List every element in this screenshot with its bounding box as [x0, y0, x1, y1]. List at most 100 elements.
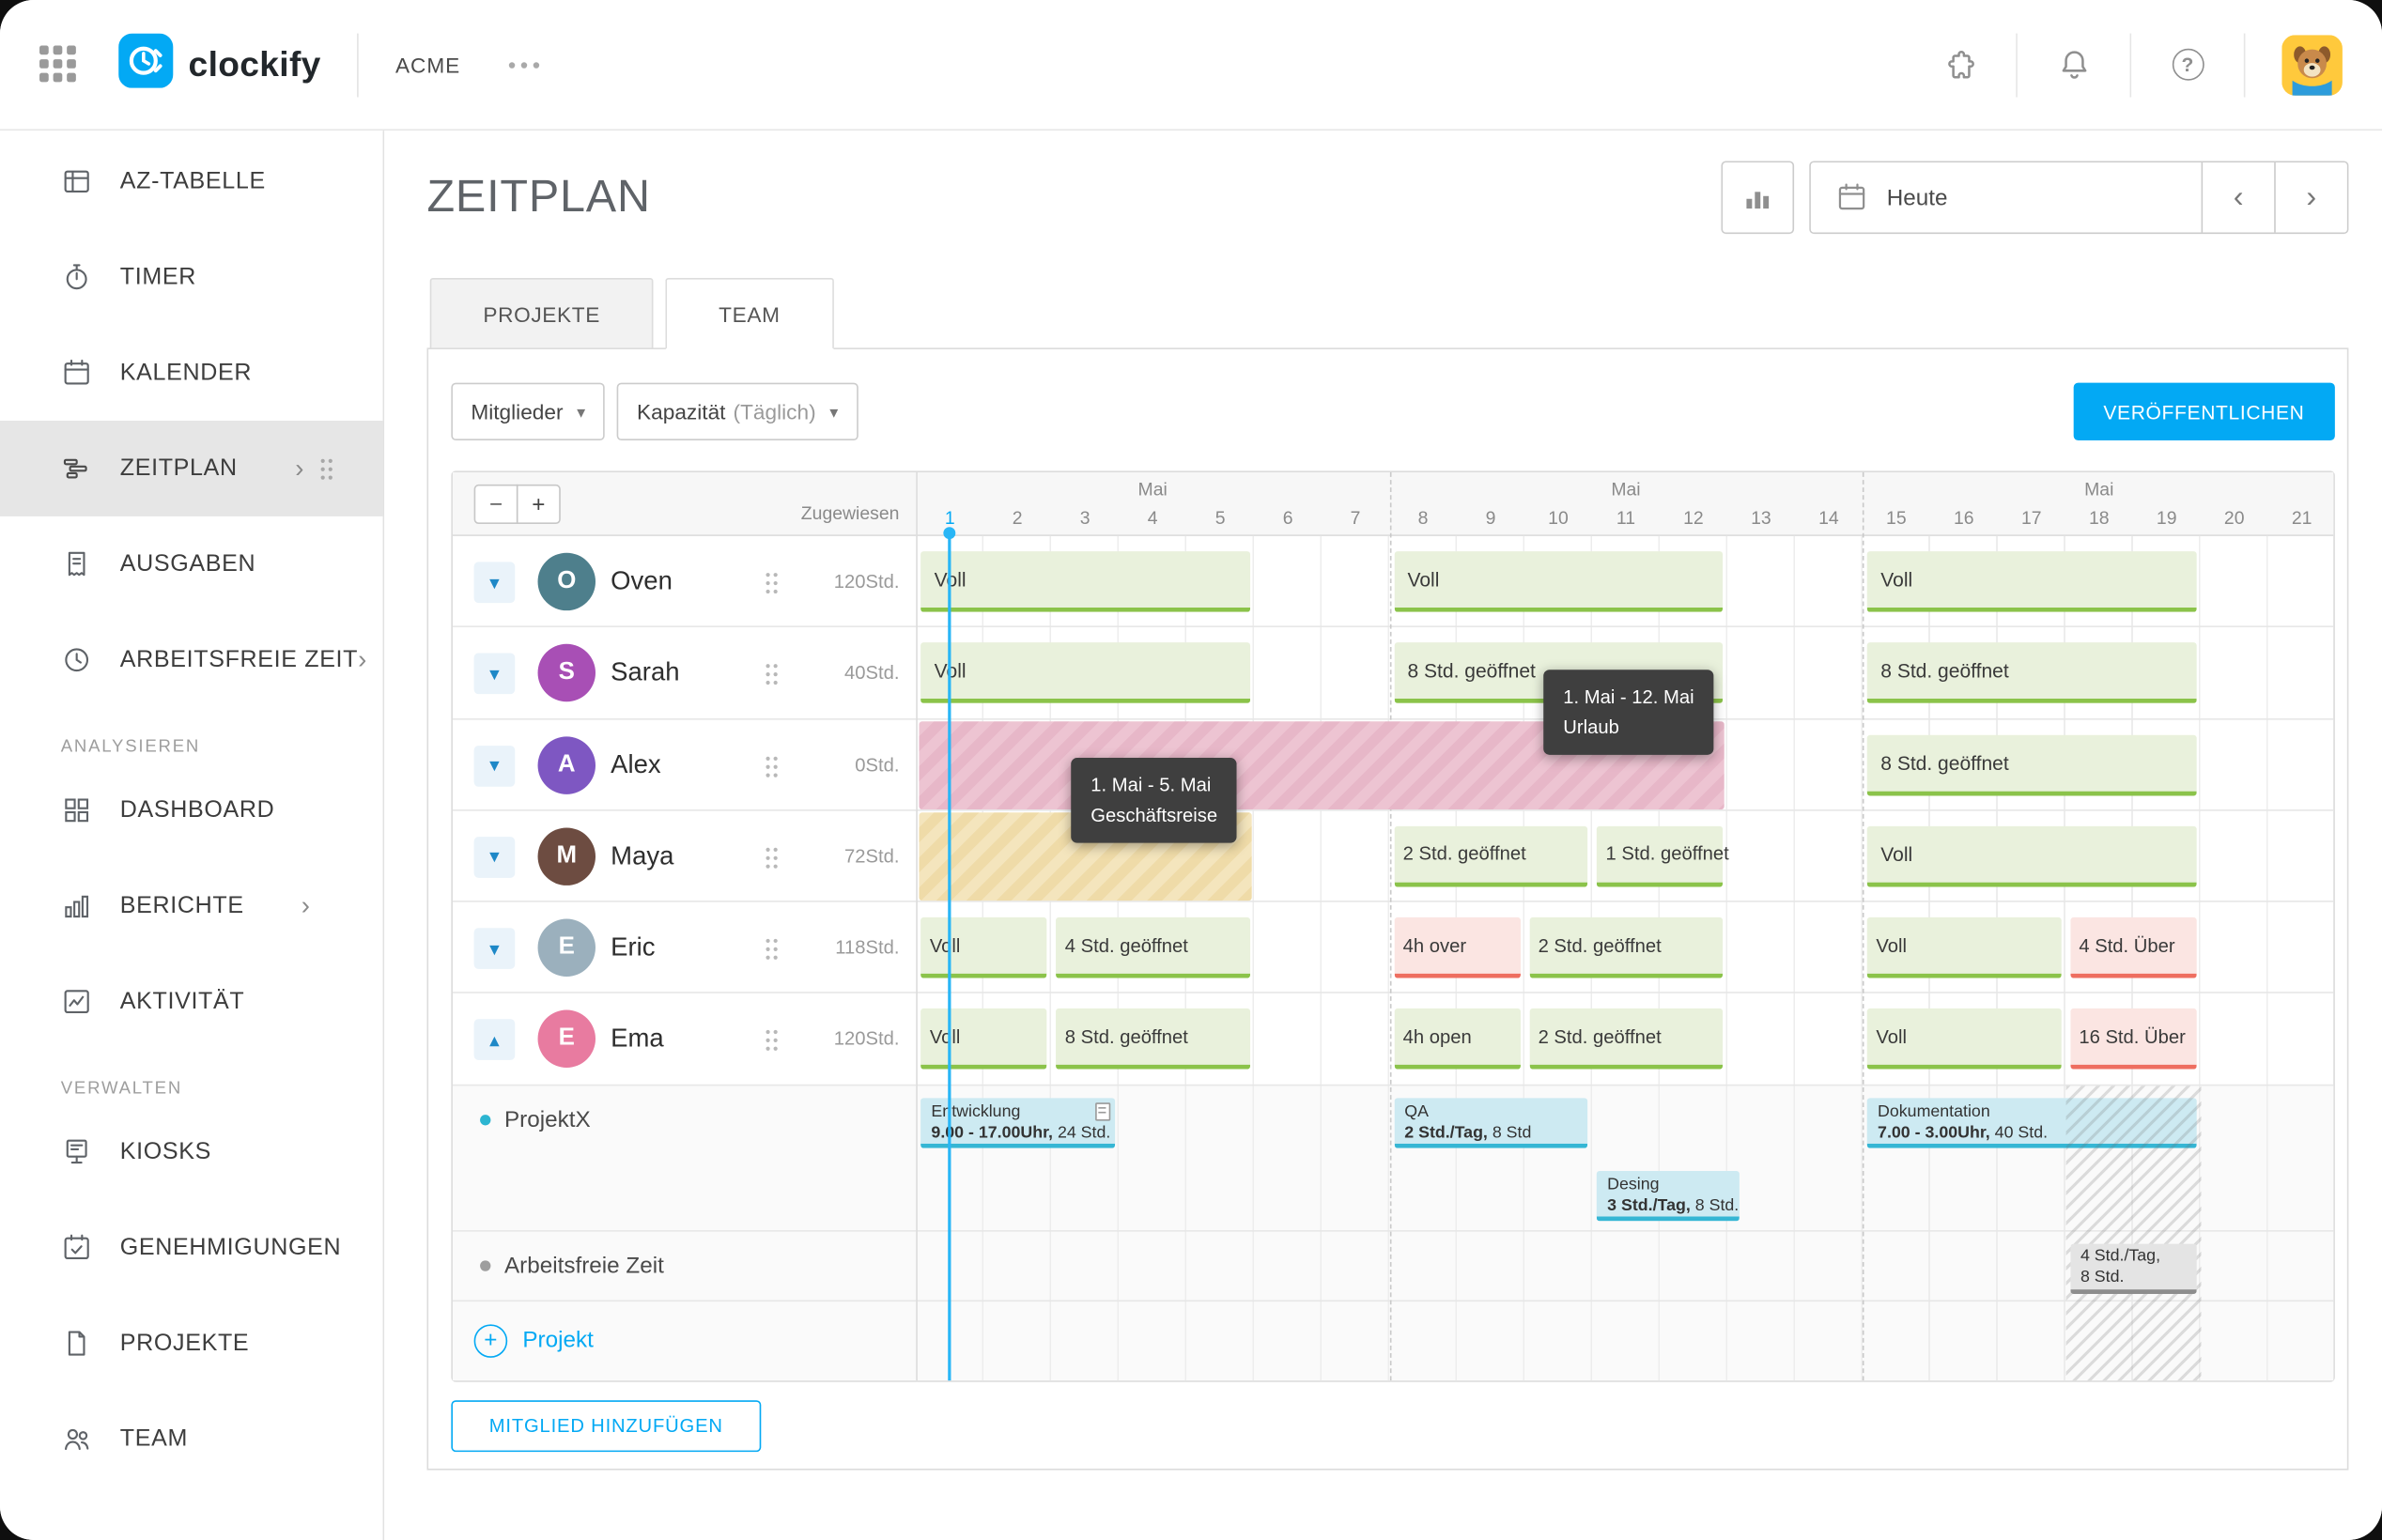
capacity-bar[interactable]: 8 Std. geöffnet — [1866, 642, 2196, 704]
timeline-body: ▾ O Oven 120Std. Voll Voll Voll ▾ — [452, 527, 2334, 1381]
member-name: Sarah — [611, 657, 680, 687]
capacity-bar[interactable]: Voll — [920, 642, 1250, 704]
assigned-hours: 120Std. — [833, 571, 900, 593]
sidebar-item-projekte[interactable]: PROJEKTE — [0, 1296, 383, 1392]
add-project-row[interactable]: + Projekt — [453, 1301, 2333, 1380]
capacity-bar[interactable]: 2 Std. geöffnet — [1528, 917, 1724, 978]
members-filter-dropdown[interactable]: Mitglieder ▾ — [451, 382, 606, 441]
avatar: A — [537, 735, 596, 794]
today-button[interactable]: Heute — [1810, 162, 2202, 233]
add-project-label[interactable]: Projekt — [522, 1327, 594, 1353]
sidebar-item-timer[interactable]: TIMER — [0, 229, 383, 325]
divider — [2243, 32, 2246, 97]
chart-view-button[interactable] — [1721, 161, 1795, 235]
publish-button[interactable]: VERÖFFENTLICHEN — [2073, 382, 2335, 441]
add-member-button[interactable]: MITGLIED HINZUFÜGEN — [451, 1399, 762, 1452]
sidebar-item-berichte[interactable]: BERICHTE › — [0, 858, 383, 954]
assigned-hours: 72Std. — [844, 845, 900, 868]
expand-member-button[interactable]: ▾ — [473, 928, 516, 970]
sidebar-item-zeitplan[interactable]: ZEITPLAN › — [0, 421, 383, 516]
assignment-bar[interactable]: Entwicklung 9.00 - 17.00Uhr, 24 Std. — [920, 1097, 1115, 1148]
week-separator — [1389, 471, 1391, 1380]
member-name: Ema — [611, 1024, 664, 1054]
capacity-bar[interactable]: Voll — [1866, 825, 2196, 887]
capacity-filter-dropdown[interactable]: Kapazität (Täglich) ▾ — [617, 382, 858, 441]
capacity-bar[interactable]: Voll — [920, 1009, 1047, 1070]
schedule-grid: − + Zugewiesen Mai 1 2 3 4 — [451, 470, 2335, 1382]
time-off-label: Arbeitsfreie Zeit — [480, 1231, 664, 1301]
capacity-bar[interactable]: Voll — [1866, 551, 2196, 612]
assignment-bar[interactable]: Dokumentation 7.00 - 3.00Uhr, 40 Std. — [1866, 1097, 2196, 1148]
capacity-bar[interactable]: 1 Std. geöffnet — [1596, 825, 1729, 887]
week-separator — [1862, 471, 1864, 1380]
overtime-bar[interactable]: 4h over — [1393, 917, 1521, 978]
assigned-hours: 118Std. — [835, 937, 900, 959]
avatar: O — [537, 552, 596, 611]
capacity-bar[interactable]: Voll — [1866, 1009, 2061, 1070]
capacity-bar[interactable]: Voll — [1866, 917, 2061, 978]
drag-handle-icon[interactable] — [765, 1029, 780, 1054]
workspace-menu-icon[interactable] — [500, 53, 549, 77]
capacity-bar[interactable]: 4 Std. geöffnet — [1056, 917, 1250, 978]
capacity-bar[interactable]: Voll — [920, 551, 1250, 612]
sidebar-item-kiosks[interactable]: KIOSKS — [0, 1104, 383, 1200]
sidebar-item-genehmigungen[interactable]: GENEHMIGUNGEN — [0, 1200, 383, 1296]
sidebar-item-aktivitaet[interactable]: AKTIVITÄT — [0, 954, 383, 1050]
assignment-bar[interactable]: Desing 3 Std./Tag, 8 Std. — [1596, 1170, 1740, 1221]
capacity-bar[interactable]: Voll — [1393, 551, 1724, 612]
chevron-down-icon: ▾ — [489, 661, 500, 685]
capacity-bar[interactable]: Voll — [920, 917, 1047, 978]
apps-grid-icon[interactable] — [39, 44, 79, 85]
drag-handle-icon[interactable] — [765, 571, 780, 595]
assignment-bar[interactable]: QA 2 Std./Tag, 8 Std — [1393, 1097, 1588, 1148]
sidebar-item-kalender[interactable]: KALENDER — [0, 325, 383, 421]
drag-handle-icon[interactable] — [765, 754, 780, 778]
zoom-out-button[interactable]: − — [473, 484, 518, 524]
capacity-bar[interactable]: 8 Std. geöffnet — [1056, 1009, 1250, 1070]
expand-member-button[interactable]: ▾ — [473, 653, 516, 695]
current-day-line — [943, 527, 956, 1380]
help-icon[interactable]: ? — [2165, 41, 2211, 87]
reports-icon — [65, 895, 89, 918]
week-header: Mai 1 2 3 4 5 6 7 — [916, 472, 1389, 534]
date-navigation: Heute ‹ › — [1809, 161, 2349, 235]
next-period-button[interactable]: › — [2274, 162, 2347, 233]
sidebar-item-az-tabelle[interactable]: AZ-TABELLE — [0, 133, 383, 229]
overtime-bar[interactable]: 16 Std. Über — [2069, 1009, 2196, 1070]
chevron-down-icon: ▾ — [489, 753, 500, 777]
team-icon — [65, 1428, 89, 1451]
calendar-icon — [1838, 183, 1865, 210]
drag-handle-icon[interactable] — [765, 663, 780, 687]
integrations-icon[interactable] — [1937, 41, 1983, 87]
drag-handle-icon[interactable] — [319, 456, 334, 481]
time-off-bar[interactable]: 4 Std./Tag, 8 Std. — [2069, 1243, 2196, 1294]
capacity-bar[interactable]: 8 Std. geöffnet — [1866, 734, 2196, 795]
capacity-bar[interactable]: 4h open — [1393, 1009, 1521, 1070]
collapse-member-button[interactable]: ▴ — [473, 1020, 516, 1061]
user-avatar[interactable] — [2281, 34, 2343, 96]
tab-projekte[interactable]: PROJEKTE — [429, 277, 654, 349]
zoom-in-button[interactable]: + — [516, 484, 561, 524]
expand-member-button[interactable]: ▾ — [473, 745, 516, 787]
workspace-name[interactable]: ACME — [394, 52, 461, 77]
assigned-hours: 40Std. — [844, 662, 900, 685]
tab-team[interactable]: TEAM — [665, 277, 834, 349]
capacity-bar[interactable]: 2 Std. geöffnet — [1393, 825, 1588, 887]
drag-handle-icon[interactable] — [765, 937, 780, 962]
sidebar-item-team[interactable]: TEAM — [0, 1391, 383, 1486]
drag-handle-icon[interactable] — [765, 846, 780, 870]
capacity-bar[interactable]: 2 Std. geöffnet — [1528, 1009, 1724, 1070]
sidebar-section-analysieren: ANALYSIEREN — [60, 738, 201, 757]
expand-member-button[interactable]: ▾ — [473, 562, 516, 604]
unavailable-hatch-overlay — [2065, 1086, 2201, 1381]
sidebar-item-arbeitsfreie-zeit[interactable]: ARBEITSFREIE ZEIT › — [0, 612, 383, 708]
notifications-bell-icon[interactable] — [2050, 41, 2096, 87]
chevron-down-icon: ▾ — [577, 403, 586, 422]
overtime-bar[interactable]: 4 Std. Über — [2069, 917, 2196, 978]
expand-member-button[interactable]: ▾ — [473, 836, 516, 878]
sidebar-item-dashboard[interactable]: DASHBOARD — [0, 762, 383, 858]
member-row: ▾ M Maya 72Std. 2 Std. geöffnet 1 Std. g… — [452, 810, 2334, 903]
sidebar-item-ausgaben[interactable]: AUSGABEN — [0, 516, 383, 612]
clockify-logo[interactable]: clockify — [118, 33, 321, 96]
previous-period-button[interactable]: ‹ — [2201, 162, 2275, 233]
